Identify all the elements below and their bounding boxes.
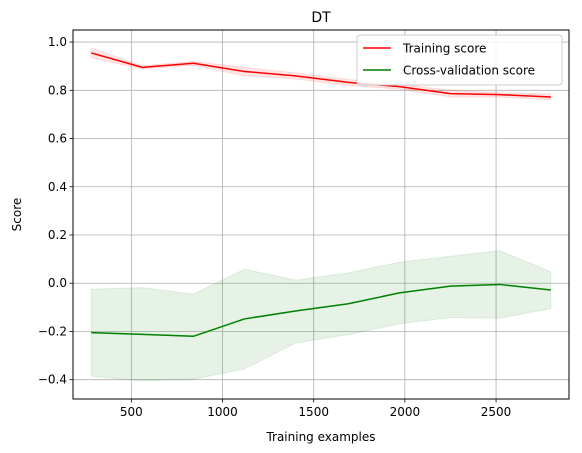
confidence-band-cross-validation — [90, 250, 552, 382]
legend: Training score Cross-validation score — [356, 34, 563, 86]
data-point — [348, 82, 350, 84]
data-point — [90, 52, 92, 54]
data-point — [193, 335, 195, 337]
legend-label: Training score — [402, 42, 486, 56]
data-point — [295, 75, 297, 77]
data-point — [550, 289, 552, 291]
y-axis-label: Score — [10, 198, 24, 232]
data-point — [450, 93, 452, 95]
data-point — [244, 318, 246, 320]
y-tick-label: 1.0 — [48, 35, 67, 49]
legend-label: Cross-validation score — [403, 64, 535, 78]
data-point — [141, 334, 143, 336]
x-tick-label: 500 — [120, 405, 143, 419]
legend-box — [356, 34, 563, 86]
x-tick-label: 1500 — [298, 405, 329, 419]
x-tick-label: 1000 — [207, 405, 238, 419]
data-point — [550, 96, 552, 98]
data-point — [348, 303, 350, 305]
data-point — [499, 94, 501, 96]
y-tick-label: 0.0 — [48, 276, 67, 290]
plot-frame — [72, 29, 570, 400]
y-tick-label: 0.4 — [48, 180, 67, 194]
x-axis-label: Training examples — [265, 430, 375, 444]
data-point — [399, 86, 401, 88]
data-point — [193, 62, 195, 64]
data-point — [244, 71, 246, 73]
data-point — [141, 67, 143, 69]
data-point — [90, 332, 92, 334]
series-line-cross-validation — [91, 283, 551, 338]
chart-title: DT — [311, 10, 331, 26]
y-tick-label: 0.2 — [48, 228, 67, 242]
y-tick-label: −0.4 — [38, 373, 67, 387]
y-tick-label: 0.6 — [48, 132, 67, 146]
data-point — [450, 285, 452, 287]
series-line-training — [91, 52, 551, 98]
data-point — [399, 292, 401, 294]
x-tick-label: 2000 — [390, 405, 421, 419]
grid — [73, 30, 569, 399]
data-point — [499, 284, 501, 286]
series-lines — [90, 52, 552, 338]
y-tick-label: −0.2 — [38, 324, 67, 338]
axis-ticks: 500 1000 1500 2000 2500 −0.4 −0.2 0.0 0.2 0.4 0.6 0… — [38, 35, 511, 419]
data-point — [295, 310, 297, 312]
x-tick-label: 2500 — [481, 405, 512, 419]
y-tick-label: 0.8 — [48, 83, 67, 97]
